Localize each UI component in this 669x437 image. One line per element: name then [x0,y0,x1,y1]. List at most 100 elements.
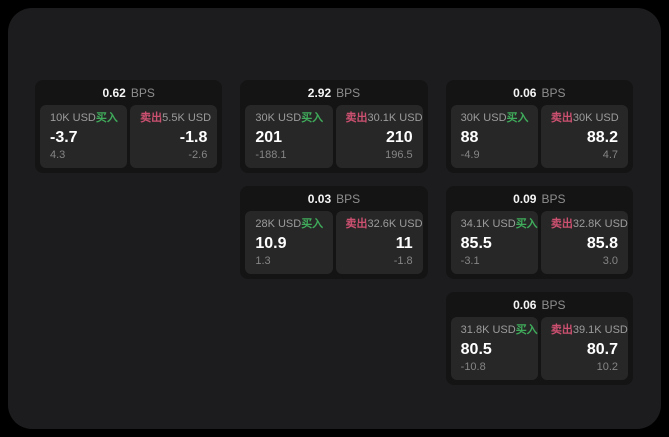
sell-amount: 30.1K USD [367,112,423,124]
sell-amount: 32.8K USD [572,218,628,230]
sell-panel-top: 卖出 32.8K USD [550,218,628,230]
sell-price: -1.8 [179,129,208,146]
quote-card: 0.09 BPS 34.1K USD 买入 85.5 -3.1 卖出 32.8K… [445,186,633,279]
card-header: 2.92 BPS [240,80,427,105]
sell-panel[interactable]: 卖出 5.5K USD -1.8 -2.6 [130,105,218,168]
bps-value: 2.92 [307,85,332,100]
buy-label: 买入 [515,324,538,336]
buy-panel[interactable]: 10K USD 买入 -3.7 4.3 [40,105,128,168]
quote-card: 0.03 BPS 28K USD 买入 10.9 1.3 卖出 32.6K US… [240,186,428,279]
bps-unit-label: BPS [541,191,566,206]
sell-price: 80.7 [586,341,618,358]
sell-panel[interactable]: 卖出 39.1K USD 80.7 10.2 [540,317,628,380]
sell-price: 88.2 [586,129,618,146]
buy-panel[interactable]: 30K USD 买入 88 -4.9 [450,105,538,168]
buy-panel-top: 28K USD 买入 [255,218,324,230]
buy-price: 201 [255,129,283,146]
card-panels: 30K USD 买入 88 -4.9 卖出 30K USD 88.2 4.7 [446,105,633,173]
sell-amount: 39.1K USD [572,324,628,336]
buy-amount: 30K USD [460,112,507,124]
bps-value: 0.06 [513,85,537,100]
buy-panel-top: 31.8K USD 买入 [460,324,538,336]
sell-panel[interactable]: 卖出 30.1K USD 210 196.5 [335,105,423,168]
buy-panel[interactable]: 28K USD 买入 10.9 1.3 [245,211,333,274]
buy-label: 买入 [506,112,529,124]
sell-label: 卖出 [550,112,573,124]
buy-panel-top: 30K USD 买入 [255,112,324,124]
buy-delta: 4.3 [50,149,66,161]
buy-delta: -3.1 [460,255,480,267]
sell-label: 卖出 [345,112,368,124]
buy-panel[interactable]: 31.8K USD 买入 80.5 -10.8 [450,317,538,380]
sell-panel-top: 卖出 32.6K USD [345,218,423,230]
sell-price: 11 [395,235,413,252]
sell-panel[interactable]: 卖出 32.6K USD 11 -1.8 [335,211,423,274]
bps-value: 0.06 [513,297,537,312]
quote-card: 0.62 BPS 10K USD 买入 -3.7 4.3 卖出 5.5K USD… [35,80,223,173]
buy-price: 10.9 [255,235,287,252]
bps-unit-label: BPS [541,297,566,312]
card-header: 0.62 BPS [35,80,222,105]
sell-amount: 5.5K USD [162,112,212,124]
sell-label: 卖出 [140,112,163,124]
bps-unit-label: BPS [336,191,361,206]
sell-delta: 10.2 [596,361,618,373]
bps-unit-label: BPS [336,85,361,100]
sell-price: 210 [385,129,413,146]
buy-price: -3.7 [50,129,78,146]
sell-panel[interactable]: 卖出 30K USD 88.2 4.7 [540,105,628,168]
sell-panel-top: 卖出 5.5K USD [140,112,211,124]
card-header: 0.03 BPS [240,186,427,211]
card-panels: 30K USD 买入 201 -188.1 卖出 30.1K USD 210 1… [240,105,427,173]
buy-delta: -188.1 [255,149,287,161]
quote-grid: 0.62 BPS 10K USD 买入 -3.7 4.3 卖出 5.5K USD… [35,80,633,385]
buy-panel[interactable]: 30K USD 买入 201 -188.1 [245,105,333,168]
buy-panel-top: 30K USD 买入 [460,112,529,124]
bps-unit-label: BPS [130,85,155,100]
sell-delta: 3.0 [602,255,618,267]
buy-panel-top: 10K USD 买入 [50,112,118,124]
sell-label: 卖出 [550,218,573,230]
sell-label: 卖出 [550,324,573,336]
buy-label: 买入 [95,112,118,124]
card-panels: 28K USD 买入 10.9 1.3 卖出 32.6K USD 11 -1.8 [240,211,427,279]
buy-panel[interactable]: 34.1K USD 买入 85.5 -3.1 [450,211,538,274]
sell-amount: 30K USD [572,112,619,124]
sell-delta: -1.8 [393,255,413,267]
quote-card: 0.06 BPS 30K USD 买入 88 -4.9 卖出 30K USD 8… [445,80,633,173]
bps-value: 0.03 [307,191,332,206]
card-panels: 10K USD 买入 -3.7 4.3 卖出 5.5K USD -1.8 -2.… [35,105,222,173]
card-panels: 31.8K USD 买入 80.5 -10.8 卖出 39.1K USD 80.… [446,317,633,385]
sell-price: 85.8 [586,235,618,252]
sell-delta: -2.6 [188,149,208,161]
sell-delta: 4.7 [602,149,618,161]
buy-delta: -10.8 [460,361,486,373]
buy-label: 买入 [301,112,324,124]
card-panels: 34.1K USD 买入 85.5 -3.1 卖出 32.8K USD 85.8… [446,211,633,279]
card-header: 0.09 BPS [446,186,633,211]
bps-unit-label: BPS [541,85,566,100]
quote-card: 2.92 BPS 30K USD 买入 201 -188.1 卖出 30.1K … [240,80,428,173]
buy-amount: 34.1K USD [460,218,516,230]
buy-amount: 28K USD [255,218,302,230]
buy-label: 买入 [515,218,538,230]
quote-card: 0.06 BPS 31.8K USD 买入 80.5 -10.8 卖出 39.1… [445,292,633,385]
sell-label: 卖出 [345,218,368,230]
buy-price: 85.5 [460,235,492,252]
buy-label: 买入 [301,218,324,230]
bps-value: 0.62 [102,85,126,100]
buy-delta: 1.3 [255,255,271,267]
buy-price: 88 [460,129,479,146]
sell-panel[interactable]: 卖出 32.8K USD 85.8 3.0 [540,211,628,274]
sell-panel-top: 卖出 30K USD [550,112,619,124]
bps-value: 0.09 [513,191,537,206]
buy-delta: -4.9 [460,149,480,161]
buy-amount: 10K USD [50,112,96,124]
buy-price: 80.5 [460,341,492,358]
sell-amount: 32.6K USD [367,218,423,230]
sell-panel-top: 卖出 39.1K USD [550,324,628,336]
sell-delta: 196.5 [385,149,413,161]
buy-amount: 31.8K USD [460,324,516,336]
card-header: 0.06 BPS [446,292,633,317]
card-header: 0.06 BPS [446,80,633,105]
